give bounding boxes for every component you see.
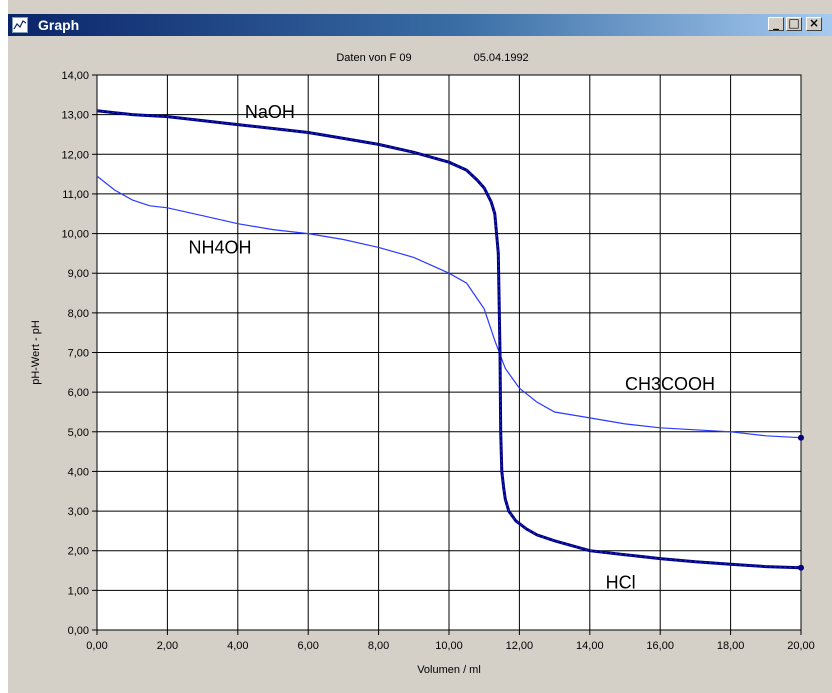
x-tick-label: 0,00 bbox=[86, 640, 107, 652]
annotation-hcl: HCl bbox=[606, 572, 636, 592]
chart-area: 0,00 2,00 4,00 6,00 8,00 10,00 12,00 14,00 16,00… bbox=[30, 52, 815, 676]
x-tick-label: 16,00 bbox=[646, 640, 674, 652]
series-line-weak bbox=[96, 175, 802, 439]
maximize-button[interactable]: □ bbox=[786, 16, 802, 31]
y-tick-label: 13,00 bbox=[61, 110, 89, 122]
y-tick-label: 0,00 bbox=[68, 625, 89, 637]
x-tick-label: 8,00 bbox=[368, 640, 389, 652]
minimize-button[interactable]: _ bbox=[768, 16, 784, 31]
x-tick-label: 18,00 bbox=[717, 640, 745, 652]
series-markers-strong bbox=[96, 110, 802, 569]
y-tick-label: 1,00 bbox=[68, 585, 89, 597]
close-button[interactable]: × bbox=[806, 16, 822, 31]
y-tick-label: 11,00 bbox=[62, 189, 89, 201]
x-tick-label: 12,00 bbox=[506, 640, 534, 652]
chart-subtitle: 05.04.1992 bbox=[474, 52, 529, 64]
y-tick-label: 12,00 bbox=[61, 149, 89, 161]
y-tick-label: 8,00 bbox=[68, 308, 89, 320]
x-tick-label: 6,00 bbox=[297, 640, 318, 652]
series-endpoint-weak bbox=[798, 434, 804, 441]
y-tick-label: 5,00 bbox=[68, 427, 89, 439]
x-axis-label: Volumen / ml bbox=[417, 664, 481, 676]
close-icon: × bbox=[808, 16, 820, 30]
maximize-icon: □ bbox=[788, 16, 800, 30]
x-tick-label: 20,00 bbox=[787, 640, 815, 652]
window-titlebar[interactable]: Graph _ □ × bbox=[8, 14, 832, 36]
y-tick-label: 14,00 bbox=[61, 70, 89, 82]
graph-icon bbox=[12, 17, 28, 33]
y-tick-label: 4,00 bbox=[68, 466, 89, 478]
y-tick-label: 2,00 bbox=[68, 546, 89, 558]
window-title: Graph bbox=[38, 17, 80, 33]
y-tick-label: 9,00 bbox=[68, 268, 89, 280]
y-tick-label: 7,00 bbox=[68, 348, 89, 360]
y-axis-label: pH-Wert - pH bbox=[30, 320, 42, 385]
x-tick-label: 4,00 bbox=[227, 640, 248, 652]
window-left-edge bbox=[0, 0, 8, 693]
annotation-nh4oh: NH4OH bbox=[189, 237, 252, 257]
y-tick-label: 3,00 bbox=[68, 506, 89, 518]
x-tick-label: 10,00 bbox=[435, 640, 463, 652]
minimize-icon: _ bbox=[773, 16, 779, 30]
x-tick-label: 14,00 bbox=[576, 640, 604, 652]
x-tick-label: 2,00 bbox=[157, 640, 178, 652]
annotation-ch3cooh: CH3COOH bbox=[625, 374, 715, 394]
chart-title: Daten von F 09 bbox=[336, 52, 411, 64]
y-tick-label: 6,00 bbox=[68, 387, 89, 399]
annotation-naoh: NaOH bbox=[245, 102, 295, 122]
y-tick-label: 10,00 bbox=[61, 229, 89, 241]
series-endpoint-strong bbox=[798, 564, 804, 571]
